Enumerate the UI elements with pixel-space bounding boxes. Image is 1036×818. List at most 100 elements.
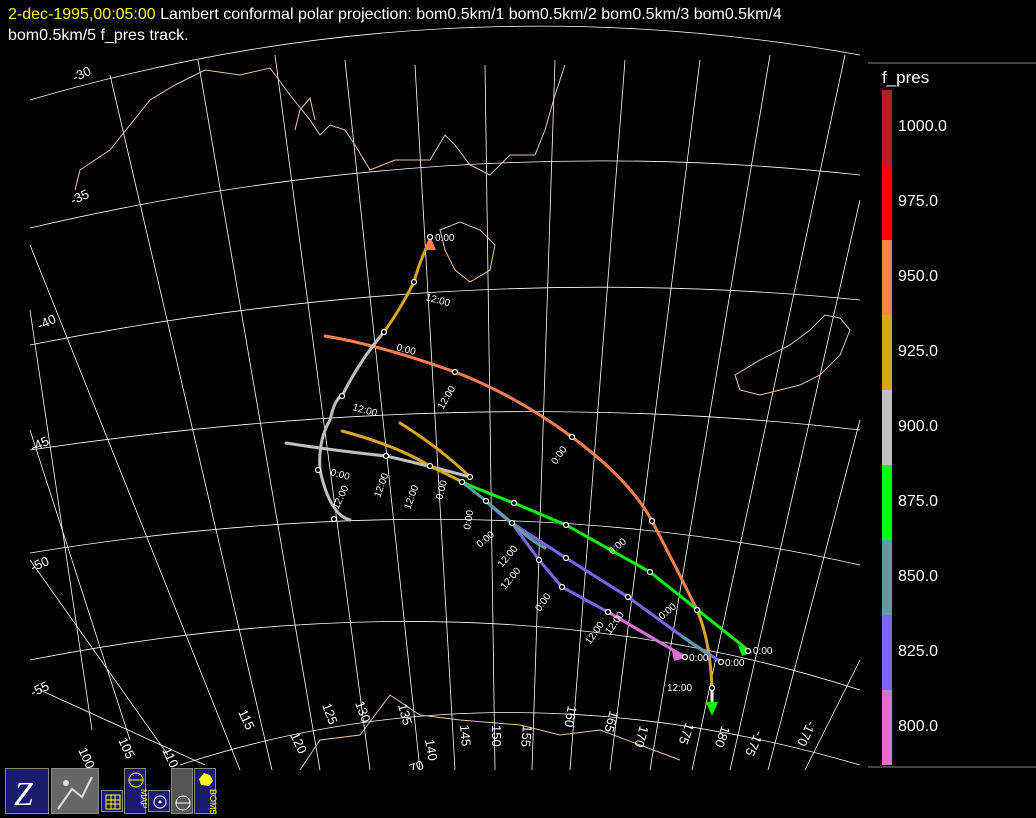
time-label: 0:00 — [435, 233, 455, 244]
time-label: 12:00 — [436, 384, 458, 412]
time-label: 0:00 — [475, 529, 497, 550]
color-legend: f_pres 1000.0 975.0 950.0 925.0 900.0 875.0 85… — [868, 62, 1036, 770]
lon-label: 160 — [561, 704, 580, 728]
legend-color-band — [882, 165, 892, 240]
legend-value-label: 950.0 — [898, 268, 939, 285]
lon-label: 120 — [287, 730, 310, 756]
coastlines — [74, 64, 851, 770]
time-labels: 0:00 12:00 0:00 12:00 0:00 12:00 12:00 0… — [329, 233, 773, 694]
zebra-logo-button[interactable]: Z — [5, 768, 49, 814]
track-goldenrod-2 — [382, 238, 432, 334]
time-label: 0:00 — [434, 479, 450, 501]
lat-label: -45 — [28, 433, 51, 455]
legend-color-band — [882, 315, 892, 390]
lat-label: -30 — [70, 63, 93, 85]
lon-label: 135 — [395, 702, 415, 727]
time-label: 0:00 — [725, 658, 745, 669]
lon-label: 180 — [712, 724, 734, 750]
legend-value-label: 825.0 — [898, 643, 939, 660]
track-orchid — [606, 610, 687, 659]
globe-button[interactable] — [171, 768, 193, 814]
zebra-logo-icon: Z — [14, 776, 34, 813]
legend-color-band — [882, 690, 892, 765]
legend-value-label: 900.0 — [898, 418, 939, 435]
legend-color-band — [882, 465, 892, 540]
lon-label: 130 — [352, 699, 374, 725]
lat-label: -35 — [68, 186, 91, 208]
lon-label: 145 — [457, 724, 474, 747]
legend-value-label: 975.0 — [898, 193, 939, 210]
polar-map[interactable]: -30 -35 -40 -45 -50 -55 -70 100 105 110 … — [0, 0, 866, 770]
track-cadet-2 — [681, 635, 712, 658]
lon-label: 115 — [235, 707, 257, 732]
globe-map-icon: MAP — [128, 772, 147, 809]
storm-tracks — [284, 238, 750, 714]
australia-icon: BOM5 — [199, 773, 217, 815]
time-label: 0:00 — [533, 591, 553, 614]
track-goldenrod-3 — [340, 429, 464, 484]
lon-label: 150 — [489, 725, 504, 747]
legend-value-label: 875.0 — [898, 493, 939, 510]
track-goldenrod-4 — [398, 421, 472, 479]
title-text-line2: bom0.5km/5 f_pres track. — [8, 27, 189, 44]
legend-value-label: 850.0 — [898, 568, 939, 585]
time-label: 0:00 — [753, 646, 773, 657]
bom-button[interactable]: BOM5 — [194, 768, 217, 815]
legend-title: f_pres — [882, 68, 930, 87]
legend-value-label: 1000.0 — [898, 118, 947, 135]
lon-label: 175 — [676, 721, 698, 747]
circle-icon — [153, 795, 167, 809]
globe-icon — [175, 795, 191, 811]
map-title: 2-dec-1995,00:05:00 Lambert conformal po… — [8, 4, 858, 46]
lon-label: 165 — [601, 709, 621, 734]
map-button-label: MAP — [139, 789, 147, 809]
lat-label: -40 — [35, 311, 58, 333]
lon-label: -170 — [794, 719, 819, 749]
lat-label: -70 — [403, 757, 426, 770]
track-gray-1 — [318, 330, 386, 522]
legend-color-band — [882, 240, 892, 315]
track-coral — [323, 334, 699, 612]
latitude-labels: -30 -35 -40 -45 -50 -55 -70 — [28, 63, 426, 770]
lon-label: 140 — [422, 738, 441, 762]
time-label: 0:00 — [549, 444, 569, 467]
lat-label: -50 — [28, 553, 51, 575]
lon-label: 125 — [319, 701, 341, 727]
map-button[interactable]: MAP — [124, 768, 147, 814]
legend-bottom-rule — [868, 766, 1036, 768]
legend-value-label: 800.0 — [898, 718, 939, 735]
longitude-labels: 100 105 110 115 120 125 130 135 140 145 … — [75, 699, 819, 770]
track-goldenrod — [695, 608, 714, 690]
arrowhead — [706, 702, 718, 716]
time-label: 0:00 — [657, 601, 679, 622]
title-date: 2-dec-1995,00:05:00 — [8, 6, 156, 23]
time-label: 12:00 — [372, 471, 391, 499]
legend-color-band — [882, 390, 892, 465]
time-label: 0:00 — [462, 509, 476, 531]
lon-label: 100 — [75, 745, 98, 770]
legend-top-rule — [868, 62, 1036, 64]
legend-color-band — [882, 615, 892, 690]
bom-button-label: BOM5 — [208, 789, 217, 815]
satellite-icon — [57, 776, 93, 810]
legend-value-label: 925.0 — [898, 343, 939, 360]
lon-label: 105 — [115, 735, 138, 761]
legend-color-band — [882, 540, 892, 615]
latitude-gridlines — [29, 25, 861, 766]
track-green-2 — [460, 480, 750, 652]
satellite-image-button[interactable] — [51, 768, 99, 814]
lon-label: 110 — [159, 745, 181, 770]
time-label: 0:00 — [329, 467, 351, 483]
legend-color-band — [882, 90, 892, 165]
grid-button[interactable] — [101, 790, 123, 812]
time-label: 12:00 — [496, 543, 521, 570]
lon-label: 155 — [518, 725, 535, 748]
time-markers — [314, 233, 752, 692]
title-text: Lambert conformal polar projection: bom0… — [155, 6, 782, 23]
longitude-gridlines — [29, 54, 861, 770]
svg-text:Z: Z — [14, 776, 34, 813]
lon-label: -175 — [742, 729, 767, 759]
time-label: 0:00 — [395, 342, 417, 358]
lat-label: -55 — [28, 678, 51, 700]
circle-button[interactable] — [148, 790, 170, 812]
